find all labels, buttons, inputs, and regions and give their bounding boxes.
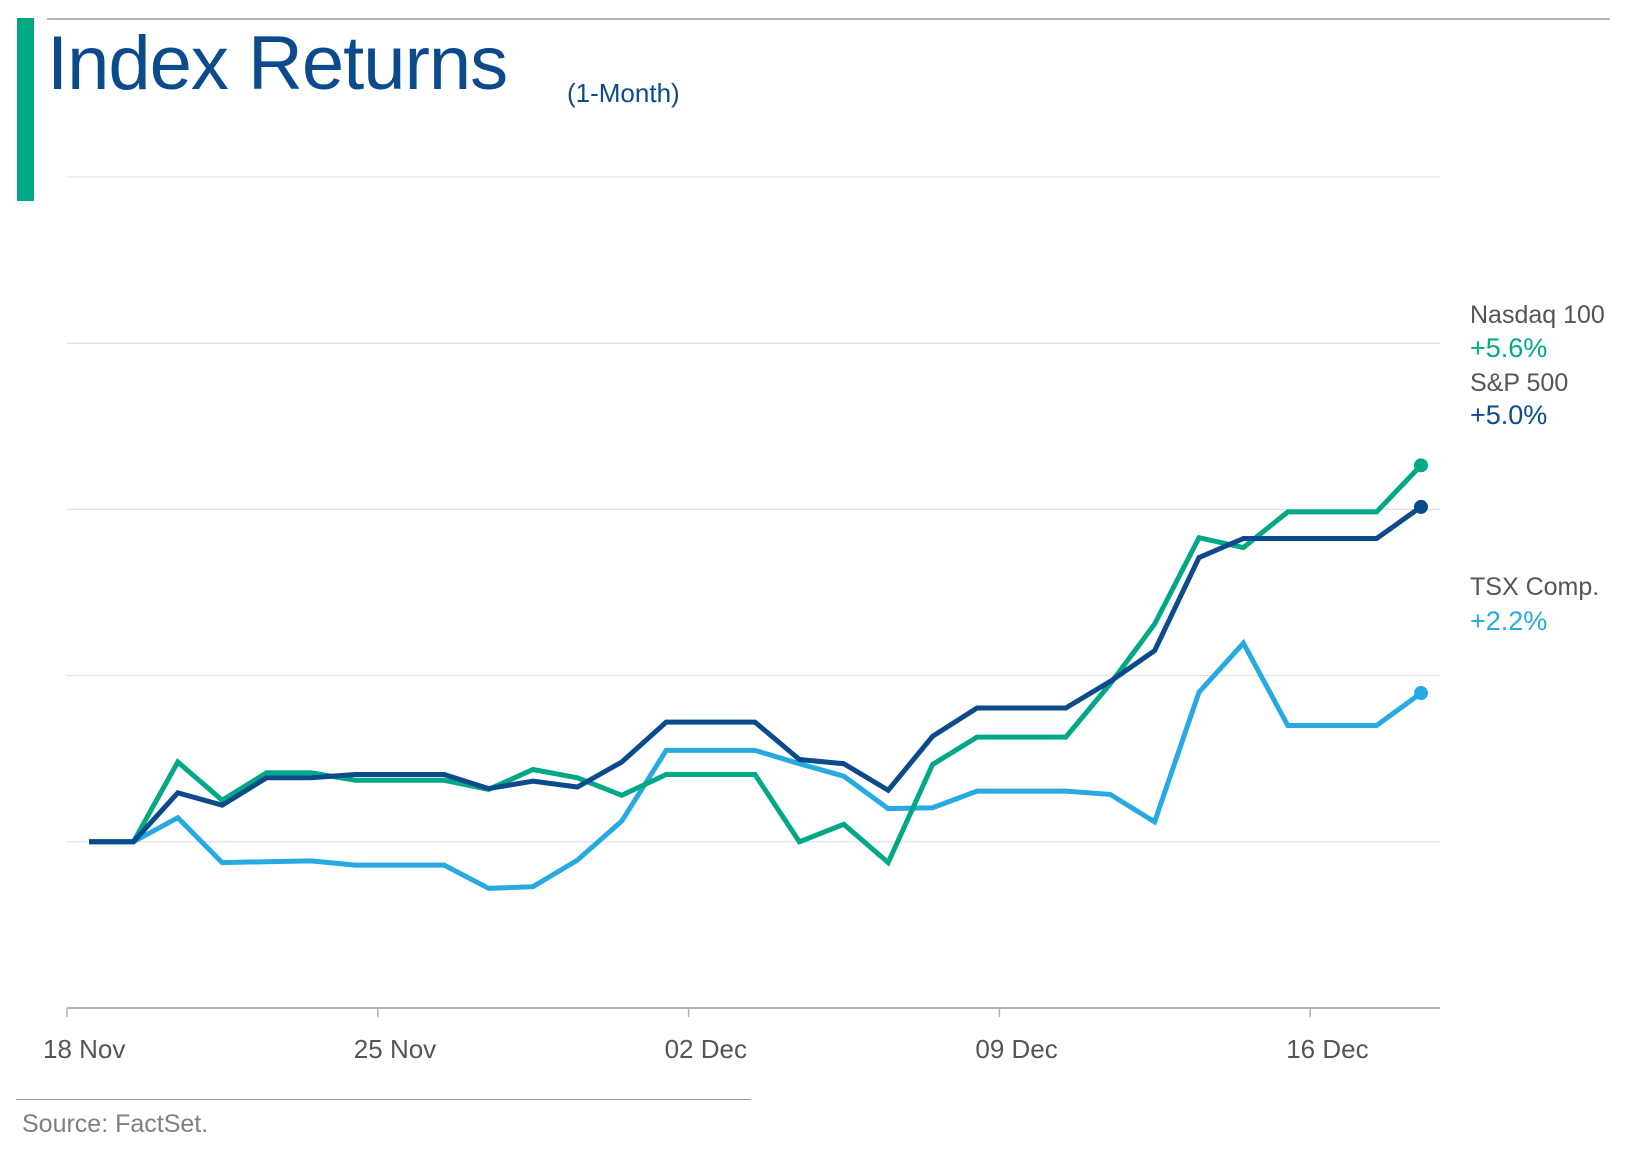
series-line-sp500	[89, 504, 1423, 845]
x-tick-label: 02 Dec	[665, 1034, 747, 1064]
series-name-label: Nasdaq 100	[1470, 301, 1605, 329]
series-line-nasdaq	[89, 463, 1423, 867]
series-value-label: +2.2%	[1470, 606, 1547, 636]
chart-subtitle: (1-Month)	[567, 78, 680, 108]
series-name-label: TSX Comp.	[1470, 573, 1599, 601]
x-tick-label: 09 Dec	[975, 1034, 1057, 1064]
chart-title: Index Returns	[47, 21, 508, 106]
series-value-label: +5.6%	[1470, 333, 1547, 363]
x-tick-label: 18 Nov	[43, 1034, 125, 1064]
x-tick-label: 25 Nov	[354, 1034, 436, 1064]
series-name-label: S&P 500	[1470, 369, 1568, 397]
source-note: Source: FactSet.	[22, 1110, 209, 1138]
series-value-label: +5.0%	[1470, 400, 1547, 430]
end-dot-sp500	[1414, 499, 1428, 514]
x-tick-label: 16 Dec	[1286, 1034, 1368, 1064]
series-line-tsx	[89, 638, 1423, 891]
end-dot-nasdaq	[1414, 458, 1428, 473]
source-rule	[16, 1099, 751, 1100]
top-rule	[47, 18, 1610, 20]
end-dot-tsx	[1414, 686, 1428, 701]
title-accent-bar	[17, 18, 34, 201]
